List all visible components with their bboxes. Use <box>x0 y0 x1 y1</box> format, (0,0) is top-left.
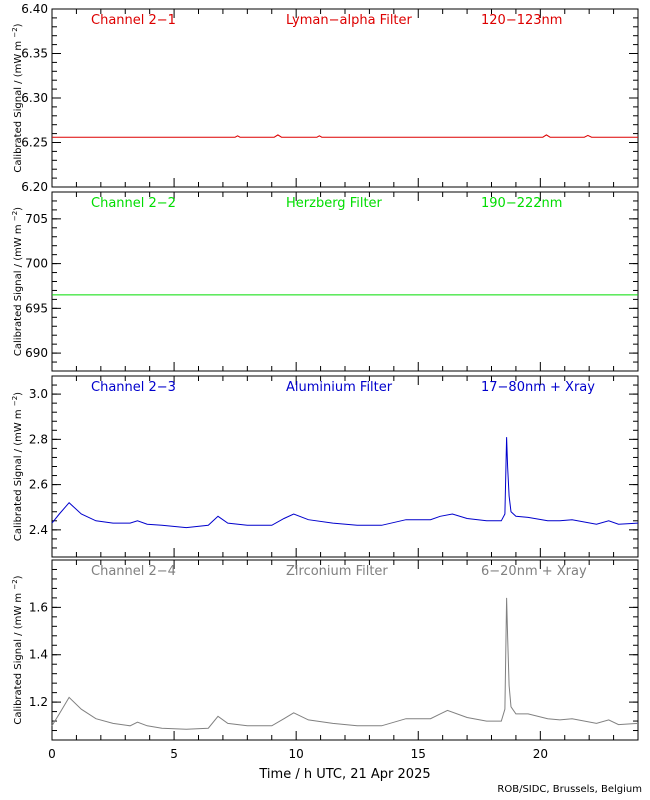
y-tick-label: 6.40 <box>21 2 48 16</box>
y-tick-label: 2.8 <box>29 432 48 446</box>
y-tick-label: 6.20 <box>21 180 48 194</box>
channel-label: Channel 2−2 <box>91 196 176 211</box>
series-line <box>51 597 639 730</box>
channel-label: Channel 2−3 <box>91 380 176 395</box>
panel-frame <box>51 8 639 188</box>
y-tick-label: 3.0 <box>29 387 48 401</box>
y-tick-label: 6.30 <box>21 91 48 105</box>
credit-text: ROB/SIDC, Brussels, Belgium <box>497 784 642 795</box>
y-tick-label: 2.4 <box>29 523 48 537</box>
panel-frame <box>51 191 639 372</box>
y-tick-label: 1.6 <box>29 600 48 614</box>
y-axis-label: Calibrated Signal / (mW m −2) <box>11 207 24 356</box>
x-tick-label: 15 <box>411 747 426 761</box>
y-axis-label: Calibrated Signal / (mW m −2) <box>11 392 24 541</box>
panel-frame <box>51 375 639 558</box>
y-tick-label: 1.2 <box>29 695 48 709</box>
x-axis-title: Time / h UTC, 21 Apr 2025 <box>258 767 430 782</box>
series-line <box>51 437 639 529</box>
channel-label: Channel 2−1 <box>91 13 176 28</box>
channel-label: Channel 2−4 <box>91 564 176 579</box>
filter-label: Lyman−alpha Filter <box>286 13 413 28</box>
y-tick-label: 695 <box>25 301 48 315</box>
x-tick-label: 5 <box>170 747 178 761</box>
x-tick-label: 20 <box>533 747 548 761</box>
y-tick-label: 6.25 <box>21 136 48 150</box>
y-tick-label: 690 <box>25 346 48 360</box>
y-axis-label: Calibrated Signal / (mW m −2) <box>11 23 24 172</box>
y-tick-label: 700 <box>25 257 48 271</box>
y-tick-label: 705 <box>25 212 48 226</box>
filter-label: Aluminium Filter <box>286 380 393 395</box>
band-label: 17−80nm + Xray <box>481 380 595 395</box>
panel-frame <box>51 559 639 741</box>
y-tick-label: 6.35 <box>21 47 48 61</box>
band-label: 120−123nm <box>481 13 562 28</box>
band-label: 6−20nm + Xray <box>481 564 587 579</box>
x-tick-label: 10 <box>289 747 304 761</box>
filter-label: Herzberg Filter <box>286 196 383 211</box>
x-tick-label: 0 <box>48 747 56 761</box>
y-axis-label: Calibrated Signal / (mW m −2) <box>11 575 24 724</box>
series-line <box>52 134 638 138</box>
band-label: 190−222nm <box>481 196 562 211</box>
y-tick-label: 1.4 <box>29 648 48 662</box>
y-tick-label: 2.6 <box>29 478 48 492</box>
filter-label: Zirconium Filter <box>286 564 388 579</box>
